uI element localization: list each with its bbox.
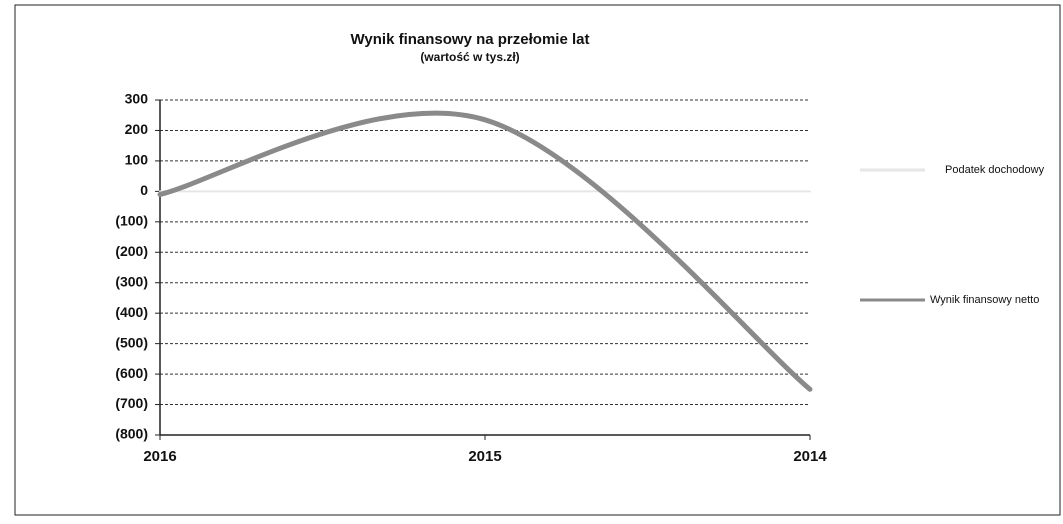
- y-tick-label: (400): [115, 304, 148, 320]
- x-tick-label: 2015: [468, 448, 501, 465]
- chart-frame: [14, 4, 1061, 516]
- y-tick-label: 100: [125, 152, 149, 168]
- legend-label: Podatek dochodowy: [945, 164, 1045, 176]
- y-tick-label: 200: [125, 121, 149, 137]
- y-tick-label: 300: [125, 91, 149, 107]
- legend-label: Wynik finansowy netto: [930, 294, 1039, 306]
- x-tick-label: 2014: [793, 448, 827, 465]
- y-tick-label: (100): [115, 213, 148, 229]
- chart-subtitle: (wartość w tys.zł): [420, 50, 519, 64]
- y-tick-label: (700): [115, 395, 148, 411]
- y-tick-label: 0: [140, 182, 148, 198]
- y-tick-label: (200): [115, 243, 148, 259]
- chart-title: Wynik finansowy na przełomie lat: [351, 31, 590, 48]
- series-line: [157, 110, 813, 392]
- y-tick-label: (600): [115, 365, 148, 381]
- y-tick-label: (300): [115, 273, 148, 289]
- y-tick-label: (500): [115, 334, 148, 350]
- x-tick-label: 2016: [143, 448, 176, 465]
- y-tick-label: (800): [115, 426, 148, 442]
